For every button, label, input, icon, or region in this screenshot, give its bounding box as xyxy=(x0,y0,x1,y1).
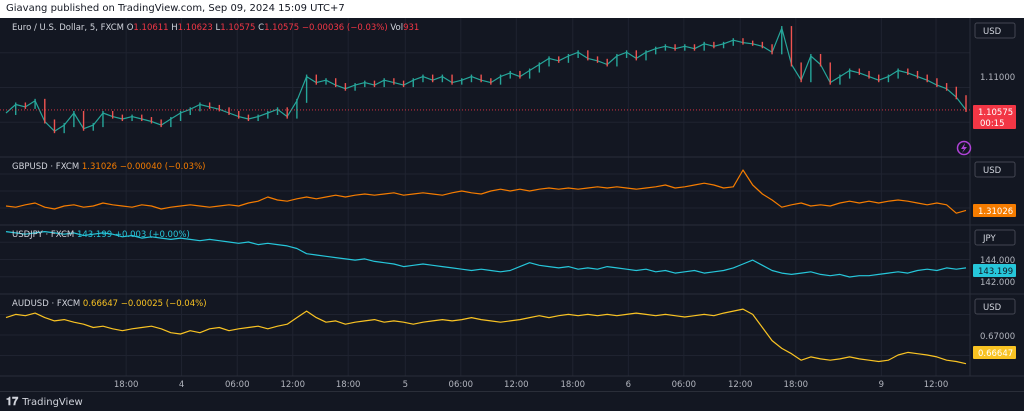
tradingview-logo[interactable]: 𝟏𝟕 TradingView xyxy=(6,395,83,409)
lightning-bolt xyxy=(961,143,967,153)
time-tick: 06:00 xyxy=(449,380,474,390)
series-change: −0.00040 (−0.03%) xyxy=(117,162,205,172)
time-tick: 18:00 xyxy=(114,380,139,390)
time-tick: 12:00 xyxy=(280,380,305,390)
lightning-icon xyxy=(956,140,972,156)
pane-legend: USDJPY · FXCM 143.199 +0.003 (+0.00%) xyxy=(12,230,190,240)
price-tick: 144.000 xyxy=(980,256,1015,266)
currency-label: JPY xyxy=(982,234,996,244)
time-tick: 18:00 xyxy=(336,380,361,390)
pane-legend: AUDUSD · FXCM 0.66647 −0.00025 (−0.04%) xyxy=(12,299,207,309)
ohlc-high: 1.10623 xyxy=(178,23,213,33)
price-tick: 1.11000 xyxy=(980,73,1015,83)
currency-badge xyxy=(974,298,1016,315)
time-tick: 18:00 xyxy=(784,380,809,390)
series-line-usdjpy xyxy=(5,231,967,278)
time-tick: 06:00 xyxy=(672,380,697,390)
price-tick: 142.000 xyxy=(980,278,1015,288)
series-change: +0.003 (+0.00%) xyxy=(112,230,190,240)
ohlc-label: L xyxy=(213,23,221,33)
series-line-eurusd xyxy=(5,27,967,132)
published-banner: Giavang published on TradingView.com, Se… xyxy=(0,0,1024,18)
last-price-badge xyxy=(973,105,1016,129)
series-value: 1.31026 xyxy=(79,162,117,172)
ohlc-label: H xyxy=(169,23,178,33)
series-title: Euro / U.S. Dollar, 5, FXCM xyxy=(12,23,124,33)
series-line-gbpusd xyxy=(5,169,967,214)
last-price-badge xyxy=(973,264,1016,277)
brand-name: TradingView xyxy=(22,396,83,408)
series-value: 143.199 xyxy=(74,230,112,240)
currency-label: USD xyxy=(983,303,1002,313)
time-tick: 12:00 xyxy=(504,380,529,390)
ohlc-low: 1.10575 xyxy=(220,23,255,33)
last-price-value: 0.66647 xyxy=(978,349,1013,359)
last-price-value: 1.10575 xyxy=(978,108,1013,118)
series-title: GBPUSD · FXCM xyxy=(12,162,79,172)
time-tick: 06:00 xyxy=(225,380,250,390)
pane-legend: Euro / U.S. Dollar, 5, FXCM O1.10611 H1.… xyxy=(12,23,419,33)
time-tick: 5 xyxy=(403,380,408,390)
series-value: 0.66647 xyxy=(80,299,118,309)
volume-value: 931 xyxy=(403,23,419,33)
last-price-badge xyxy=(973,204,1016,217)
tv-logo-icon: 𝟏𝟕 xyxy=(6,395,19,408)
currency-badge xyxy=(974,161,1016,178)
currency-label: USD xyxy=(983,166,1002,176)
series-title: USDJPY · FXCM xyxy=(12,230,74,240)
last-price-badge xyxy=(973,346,1016,359)
volume-label: Vol xyxy=(388,23,403,33)
series-line-audusd xyxy=(5,308,967,365)
ohlc-label: O xyxy=(124,23,134,33)
lightning-circle xyxy=(956,140,972,156)
series-change: −0.00025 (−0.04%) xyxy=(118,299,206,309)
ohlc-label: C xyxy=(255,23,264,33)
ohlc-open: 1.10611 xyxy=(133,23,168,33)
currency-badge xyxy=(974,22,1016,39)
published-text: Giavang published on TradingView.com, Se… xyxy=(6,3,345,14)
currency-badge xyxy=(974,229,1016,246)
footer-bar: 𝟏𝟕 TradingView xyxy=(0,391,1024,411)
series-title: AUDUSD · FXCM xyxy=(12,299,80,309)
ohlc-close: 1.10575 xyxy=(264,23,299,33)
time-tick: 4 xyxy=(179,380,184,390)
time-tick: 18:00 xyxy=(561,380,586,390)
pane-legend: GBPUSD · FXCM 1.31026 −0.00040 (−0.03%) xyxy=(12,162,205,172)
currency-label: USD xyxy=(983,27,1002,37)
time-tick: 12:00 xyxy=(924,380,949,390)
countdown-timer: 00:15 xyxy=(980,119,1005,129)
ohlc-change: −0.00036 (−0.03%) xyxy=(299,23,387,33)
last-price-value: 1.31026 xyxy=(978,207,1013,217)
time-tick: 9 xyxy=(879,380,884,390)
price-tick: 0.67000 xyxy=(980,332,1015,342)
last-price-value: 143.199 xyxy=(978,267,1013,277)
time-tick: 6 xyxy=(626,380,631,390)
time-tick: 12:00 xyxy=(728,380,753,390)
